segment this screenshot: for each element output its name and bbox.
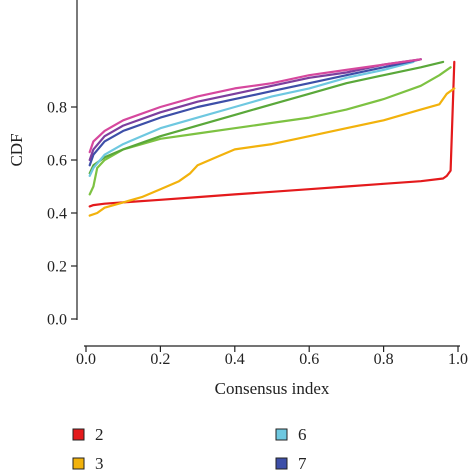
legend-label-3: 3 — [95, 454, 104, 473]
x-axis-title: Consensus index — [215, 379, 330, 398]
legend-swatch-6 — [275, 428, 288, 441]
legend-label-6: 6 — [298, 425, 307, 444]
series-line-7 — [88, 58, 422, 167]
x-tick-label: 0.4 — [225, 351, 245, 368]
legend: 2 3 6 7 — [72, 425, 307, 473]
legend-swatch-2 — [72, 428, 85, 441]
x-tick-label: 0.2 — [150, 351, 170, 368]
x-tick-label: 0.6 — [299, 351, 319, 368]
series-line-3 — [88, 87, 456, 217]
legend-swatch-3 — [72, 457, 85, 470]
y-tick-label: 0.2 — [47, 259, 67, 276]
series-line-5 — [88, 60, 445, 175]
series-layer — [88, 58, 456, 217]
series-line-4 — [88, 66, 452, 196]
series-line-9 — [88, 58, 422, 154]
series-line-8 — [88, 58, 422, 162]
y-tick-label: 0.8 — [47, 100, 67, 117]
y-tick-label: 0.4 — [47, 206, 67, 223]
series-line-6 — [88, 60, 415, 177]
x-tick-label: 1.0 — [448, 351, 468, 368]
legend-swatch-7 — [275, 457, 288, 470]
series-line-2 — [88, 60, 456, 208]
axes: 0.0 0.2 0.4 0.6 0.8 0.0 0.2 0.4 0.6 0.8 1.0 Consens… — [7, 0, 468, 398]
legend-label-7: 7 — [298, 454, 307, 473]
y-tick-label: 0.6 — [47, 153, 67, 170]
y-tick-label: 0.0 — [47, 312, 67, 329]
x-tick-label: 0.8 — [374, 351, 394, 368]
x-tick-label: 0.0 — [76, 351, 96, 368]
y-axis-title: CDF — [7, 133, 26, 166]
legend-label-2: 2 — [95, 425, 104, 444]
